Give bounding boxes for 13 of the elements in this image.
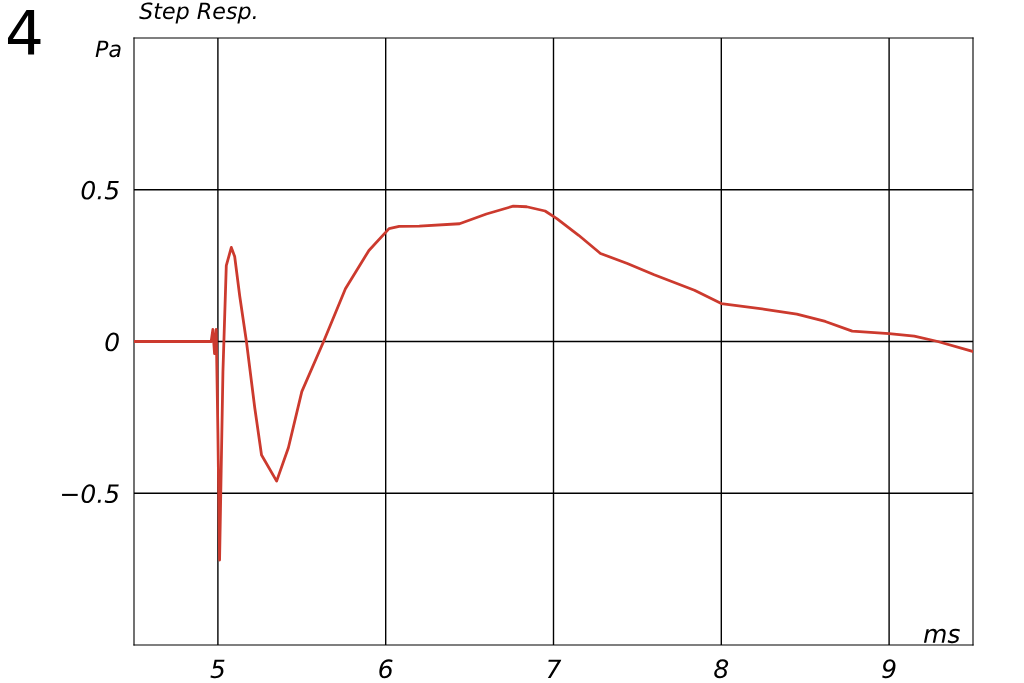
x-axis-title: ms — [923, 628, 960, 644]
x-tick-label: 8 — [714, 659, 729, 679]
x-tick-label: 5 — [210, 659, 225, 679]
y-tick-label: 0.5 — [81, 180, 119, 200]
y-tick-label: −0.5 — [62, 484, 119, 504]
y-tick-label: 0 — [105, 332, 119, 352]
x-tick-label: 9 — [882, 659, 896, 679]
x-tick-label: 6 — [379, 659, 393, 679]
line-series — [134, 204, 973, 562]
y-axis-title: Pa — [95, 40, 121, 58]
x-tick-label: 7 — [547, 659, 562, 678]
chart-title: Step Resp. — [139, 2, 256, 24]
text: 4 — [7, 9, 41, 55]
